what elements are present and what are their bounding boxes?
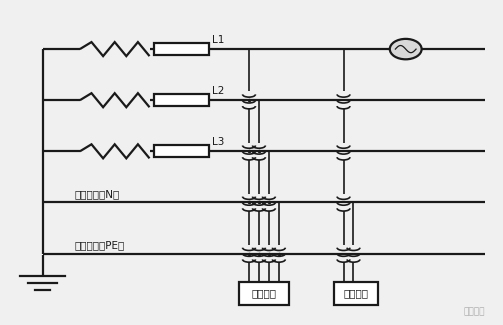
Text: 电力实证: 电力实证 [464, 307, 485, 316]
Bar [154, 145, 209, 157]
Text: 单相设备: 单相设备 [344, 289, 369, 298]
Text: 三相设备: 三相设备 [252, 289, 277, 298]
Bar [333, 282, 378, 305]
Text: L3: L3 [212, 137, 224, 148]
Text: 工作零线（N）: 工作零线（N） [75, 189, 120, 199]
Text: L2: L2 [212, 86, 224, 97]
Text: L1: L1 [212, 35, 224, 45]
Bar [239, 282, 289, 305]
Bar [154, 43, 209, 55]
Text: 保护零线（PE）: 保护零线（PE） [75, 240, 125, 250]
Circle shape [390, 39, 422, 59]
Bar [154, 94, 209, 106]
